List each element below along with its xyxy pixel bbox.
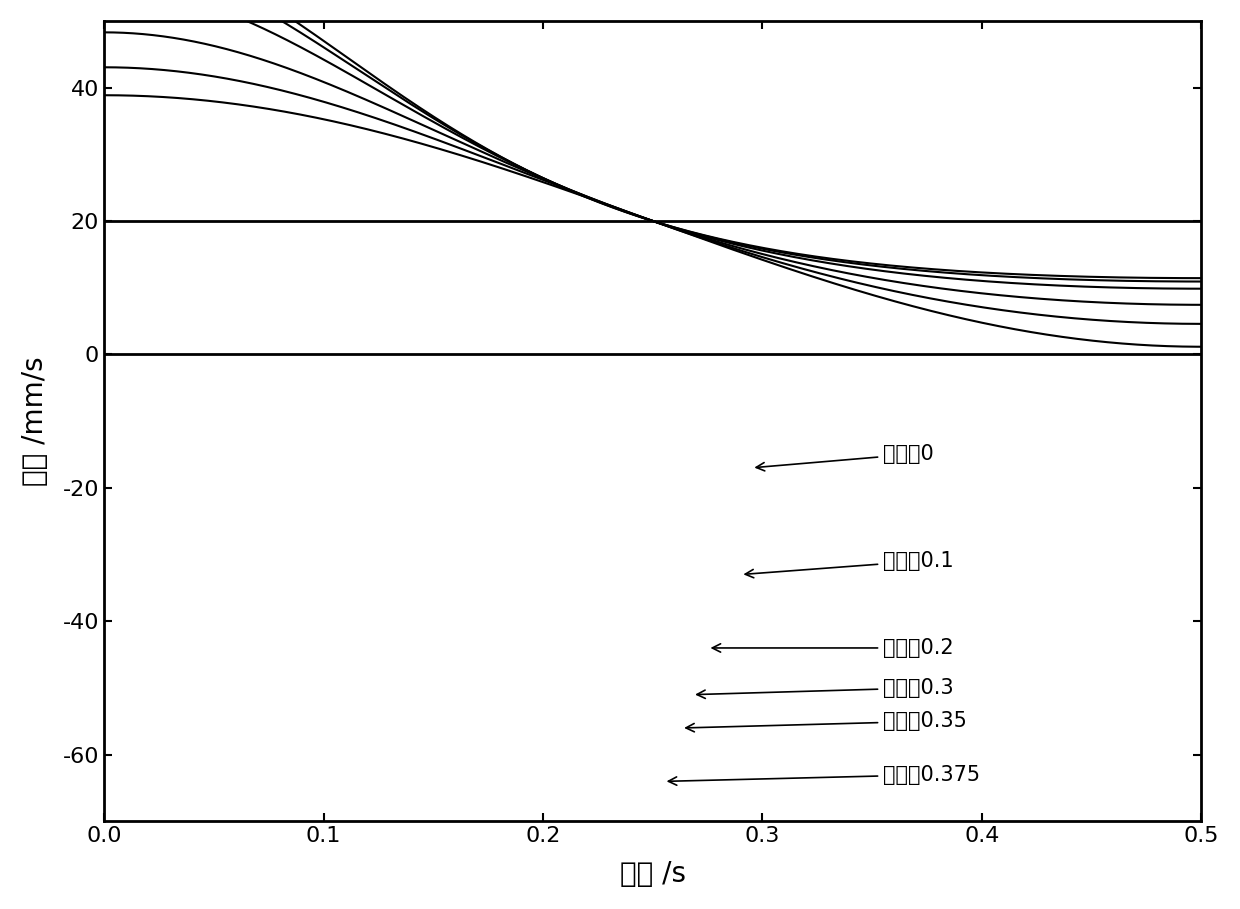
Text: 偏斜率0.375: 偏斜率0.375 — [668, 764, 981, 785]
Text: 偏斜率0: 偏斜率0 — [756, 445, 934, 471]
Y-axis label: 速度 /mm/s: 速度 /mm/s — [21, 356, 48, 486]
Text: 偏斜率0.35: 偏斜率0.35 — [686, 712, 967, 732]
Text: 偏斜率0.1: 偏斜率0.1 — [745, 551, 954, 578]
Text: 偏斜率0.3: 偏斜率0.3 — [697, 678, 954, 698]
X-axis label: 时间 /s: 时间 /s — [620, 860, 686, 888]
Text: 偏斜率0.2: 偏斜率0.2 — [712, 638, 954, 658]
